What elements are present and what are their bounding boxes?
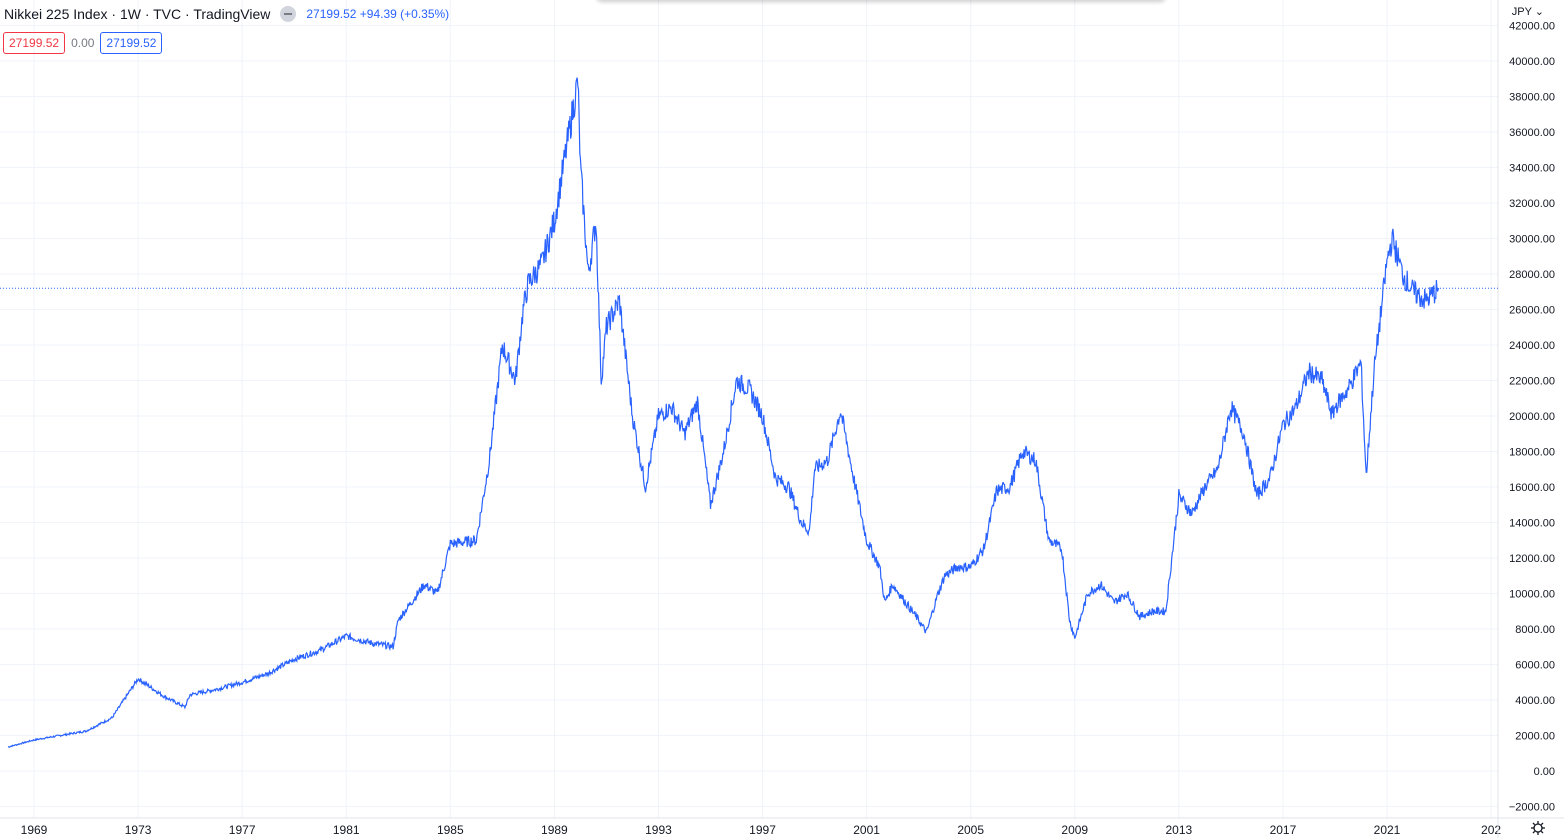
x-tick-label: 1989 — [541, 823, 568, 837]
x-tick-label: 2021 — [1374, 823, 1401, 837]
y-tick-label: 18000.00 — [1509, 447, 1555, 459]
zero-value: 0.00 — [71, 36, 95, 50]
y-tick-label: 38000.00 — [1509, 92, 1555, 104]
y-tick-label: 6000.00 — [1515, 660, 1555, 672]
x-tick-label: 2013 — [1165, 823, 1192, 837]
y-tick-label: 30000.00 — [1509, 234, 1555, 246]
x-tick-label: 1977 — [229, 823, 256, 837]
x-tick-label: 1985 — [437, 823, 464, 837]
x-tick-label: 1981 — [333, 823, 360, 837]
x-tick-label: 202 — [1481, 823, 1501, 837]
y-tick-label: 14000.00 — [1509, 518, 1555, 530]
y-tick-label: 26000.00 — [1509, 305, 1555, 317]
y-tick-label: 8000.00 — [1515, 624, 1555, 636]
price-change: 27199.52 +94.39 (+0.35%) — [306, 7, 449, 21]
x-tick-label: 1993 — [645, 823, 672, 837]
y-tick-label: 20000.00 — [1509, 411, 1555, 423]
last-price: 27199.52 — [306, 7, 357, 21]
x-tick-label: 2009 — [1061, 823, 1088, 837]
y-tick-label: 32000.00 — [1509, 198, 1555, 210]
eye-icon[interactable] — [280, 6, 297, 22]
open-badge: 27199.52 — [3, 32, 66, 54]
currency-selector[interactable]: JPY ⌄ — [1512, 5, 1544, 18]
y-tick-label: 12000.00 — [1509, 553, 1555, 565]
y-tick-label: 36000.00 — [1509, 127, 1555, 139]
y-tick-label: −2000.00 — [1509, 802, 1555, 814]
x-tick-label: 1997 — [749, 823, 776, 837]
x-tick-label: 2001 — [853, 823, 880, 837]
y-tick-label: 4000.00 — [1515, 695, 1555, 707]
x-tick-label: 1973 — [125, 823, 152, 837]
series-line — [7, 77, 1440, 748]
gear-icon[interactable] — [1530, 820, 1546, 836]
x-tick-label: 1969 — [21, 823, 48, 837]
close-badge: 27199.52 — [100, 32, 163, 54]
x-tick-label: 2005 — [957, 823, 984, 837]
change-value: +94.39 (+0.35%) — [359, 7, 450, 21]
y-tick-label: 42000.00 — [1509, 21, 1555, 33]
y-tick-label: 24000.00 — [1509, 340, 1555, 352]
y-tick-label: 0.00 — [1534, 766, 1555, 778]
y-tick-label: 22000.00 — [1509, 376, 1555, 388]
currency-label: JPY — [1511, 6, 1532, 18]
y-tick-label: 34000.00 — [1509, 163, 1555, 175]
y-tick-label: 10000.00 — [1509, 589, 1555, 601]
y-tick-label: 28000.00 — [1509, 269, 1555, 281]
legend-header: Nikkei 225 Index · 1W · TVC · TradingVie… — [4, 6, 449, 22]
chevron-down-icon: ⌄ — [1534, 6, 1544, 18]
y-tick-label: 2000.00 — [1515, 731, 1555, 743]
y-tick-label: 16000.00 — [1509, 482, 1555, 494]
symbol-title[interactable]: Nikkei 225 Index · 1W · TVC · TradingVie… — [4, 6, 271, 22]
y-tick-label: 40000.00 — [1509, 56, 1555, 68]
legend-values: 27199.52 0.00 27199.52 — [3, 32, 163, 54]
x-tick-label: 2017 — [1270, 823, 1297, 837]
